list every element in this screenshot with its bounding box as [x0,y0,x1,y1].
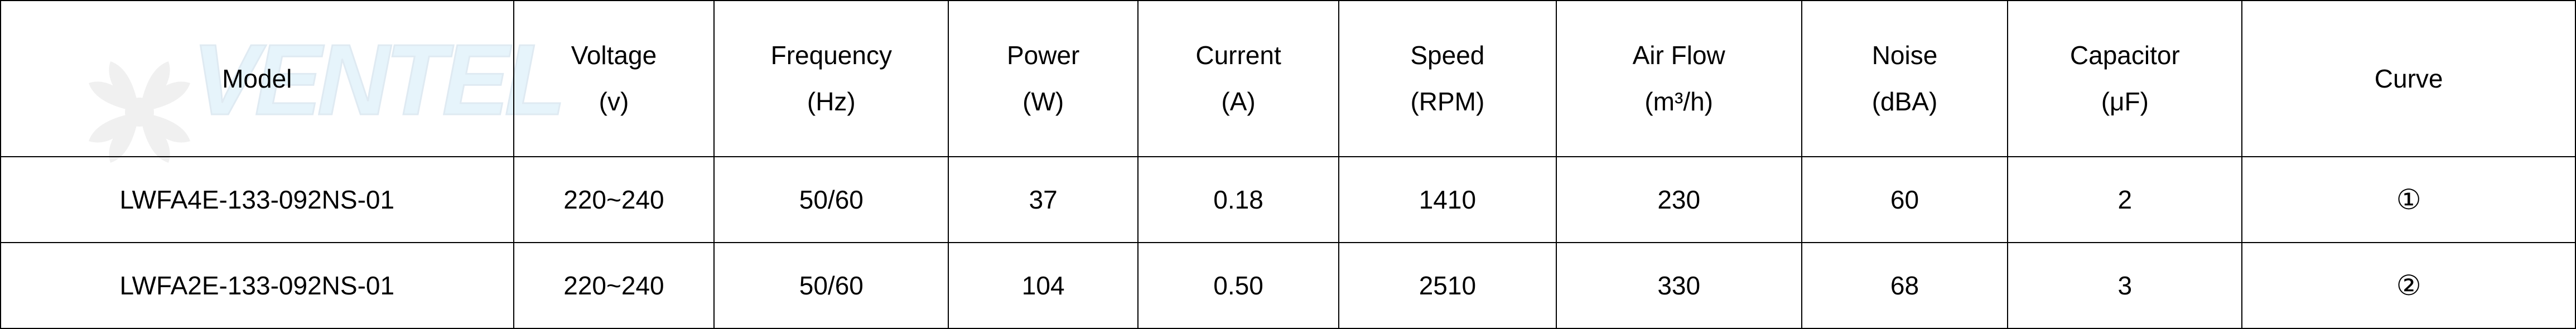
cell-speed: 2510 [1339,243,1556,328]
cell-frequency: 50/60 [714,157,948,243]
header-voltage: Voltage (v) [514,1,715,157]
table-row: LWFA4E-133-092NS-01 220~240 50/60 37 0.1… [1,157,2575,243]
spec-table: Model Voltage (v) Frequency (Hz) Power (… [0,0,2576,329]
cell-frequency: 50/60 [714,243,948,328]
header-model: Model [1,1,514,157]
cell-curve: ② [2242,243,2575,328]
cell-noise: 60 [1802,157,2008,243]
table-row: LWFA2E-133-092NS-01 220~240 50/60 104 0.… [1,243,2575,328]
header-airflow: Air Flow (m³/h) [1556,1,1802,157]
cell-model: LWFA2E-133-092NS-01 [1,243,514,328]
cell-voltage: 220~240 [514,243,715,328]
cell-curve: ① [2242,157,2575,243]
cell-noise: 68 [1802,243,2008,328]
header-curve: Curve [2242,1,2575,157]
cell-airflow: 330 [1556,243,1802,328]
cell-current: 0.18 [1138,157,1339,243]
header-noise: Noise (dBA) [1802,1,2008,157]
cell-current: 0.50 [1138,243,1339,328]
cell-capacitor: 2 [2008,157,2242,243]
cell-model: LWFA4E-133-092NS-01 [1,157,514,243]
header-capacitor: Capacitor (μF) [2008,1,2242,157]
header-power: Power (W) [948,1,1138,157]
table-header-row: Model Voltage (v) Frequency (Hz) Power (… [1,1,2575,157]
header-frequency: Frequency (Hz) [714,1,948,157]
cell-power: 37 [948,157,1138,243]
cell-power: 104 [948,243,1138,328]
cell-speed: 1410 [1339,157,1556,243]
cell-capacitor: 3 [2008,243,2242,328]
cell-airflow: 230 [1556,157,1802,243]
header-speed: Speed (RPM) [1339,1,1556,157]
cell-voltage: 220~240 [514,157,715,243]
header-current: Current (A) [1138,1,1339,157]
